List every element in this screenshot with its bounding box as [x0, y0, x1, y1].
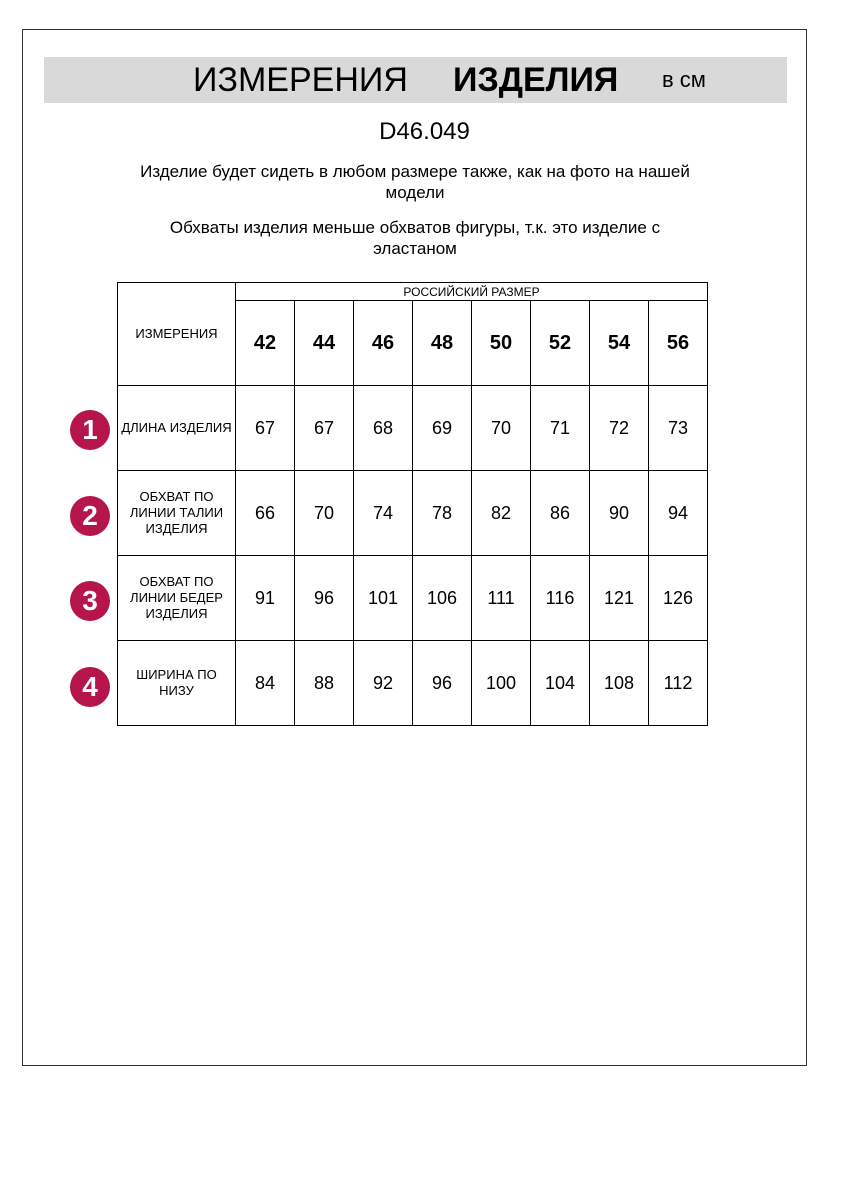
measurement-value: 67: [235, 385, 295, 471]
size-header: 46: [353, 300, 413, 386]
size-header: 52: [530, 300, 590, 386]
size-header: 56: [648, 300, 708, 386]
measurement-value: 66: [235, 470, 295, 556]
measurement-value: 116: [530, 555, 590, 641]
title-band: [44, 57, 787, 103]
measurement-value: 96: [412, 640, 472, 726]
measurement-value: 100: [471, 640, 531, 726]
elastane-note: Обхваты изделия меньше обхватов фигуры, …: [169, 218, 661, 258]
measurement-value: 88: [294, 640, 354, 726]
table-row: ШИРИНА ПО НИЗУ 84 88 92 96 100 104 108 112: [117, 640, 708, 726]
title-measurements: ИЗМЕРЕНИЯ: [193, 61, 408, 99]
measurement-value: 73: [648, 385, 708, 471]
size-table: ИЗМЕРЕНИЯ РОССИЙСКИЙ РАЗМЕР 42 44 46 48 50 52…: [117, 282, 708, 726]
page-frame: [22, 29, 807, 1066]
measurement-value: 90: [589, 470, 649, 556]
title-unit: в см: [662, 67, 706, 92]
table-row: ОБХВАТ ПО ЛИНИИ ТАЛИИ ИЗДЕЛИЯ 66 70 74 78 82 8…: [117, 470, 708, 556]
table-row: ОБХВАТ ПО ЛИНИИ БЕДЕР ИЗДЕЛИЯ 91 96 101 106 1…: [117, 555, 708, 641]
measurement-label: ШИРИНА ПО НИЗУ: [117, 640, 236, 726]
corner-label: ИЗМЕРЕНИЯ: [117, 282, 236, 386]
measurement-label: ДЛИНА ИЗДЕЛИЯ: [117, 385, 236, 471]
measurement-value: 78: [412, 470, 472, 556]
size-header: 54: [589, 300, 649, 386]
measurement-value: 84: [235, 640, 295, 726]
measurement-label: ОБХВАТ ПО ЛИНИИ БЕДЕР ИЗДЕЛИЯ: [117, 555, 236, 641]
row-number-badge: 1: [70, 410, 110, 450]
measurement-value: 126: [648, 555, 708, 641]
row-number-badge: 2: [70, 495, 110, 536]
measurement-value: 94: [648, 470, 708, 556]
table-row: ДЛИНА ИЗДЕЛИЯ 67 67 68 69 70 71 72 73: [117, 385, 708, 471]
measurement-value: 106: [412, 555, 472, 641]
measurement-label: ОБХВАТ ПО ЛИНИИ ТАЛИИ ИЗДЕЛИЯ: [117, 470, 236, 556]
measurement-value: 101: [353, 555, 413, 641]
measurement-value: 67: [294, 385, 354, 471]
russian-size-header: РОССИЙСКИЙ РАЗМЕР: [235, 282, 708, 301]
measurement-value: 69: [412, 385, 472, 471]
product-code: D46.049: [379, 118, 470, 145]
measurement-value: 71: [530, 385, 590, 471]
measurement-value: 111: [471, 555, 531, 641]
measurement-value: 68: [353, 385, 413, 471]
measurement-value: 92: [353, 640, 413, 726]
sizes-row: 42 44 46 48 50 52 54 56: [118, 300, 708, 386]
measurement-value: 96: [294, 555, 354, 641]
size-header: 44: [294, 300, 354, 386]
measurement-value: 70: [471, 385, 531, 471]
measurement-value: 82: [471, 470, 531, 556]
row-number-badge: 4: [70, 666, 110, 707]
size-header: 42: [235, 300, 295, 386]
measurement-value: 91: [235, 555, 295, 641]
measurement-value: 86: [530, 470, 590, 556]
row-number-badge: 3: [70, 581, 110, 621]
fit-note: Изделие будет сидеть в любом размере так…: [140, 162, 690, 202]
measurement-value: 74: [353, 470, 413, 556]
size-header: 50: [471, 300, 531, 386]
measurement-value: 112: [648, 640, 708, 726]
measurement-value: 121: [589, 555, 649, 641]
measurement-value: 70: [294, 470, 354, 556]
size-header: 48: [412, 300, 472, 386]
measurement-value: 72: [589, 385, 649, 471]
title-product: ИЗДЕЛИЯ: [453, 61, 619, 99]
measurement-value: 104: [530, 640, 590, 726]
measurement-value: 108: [589, 640, 649, 726]
